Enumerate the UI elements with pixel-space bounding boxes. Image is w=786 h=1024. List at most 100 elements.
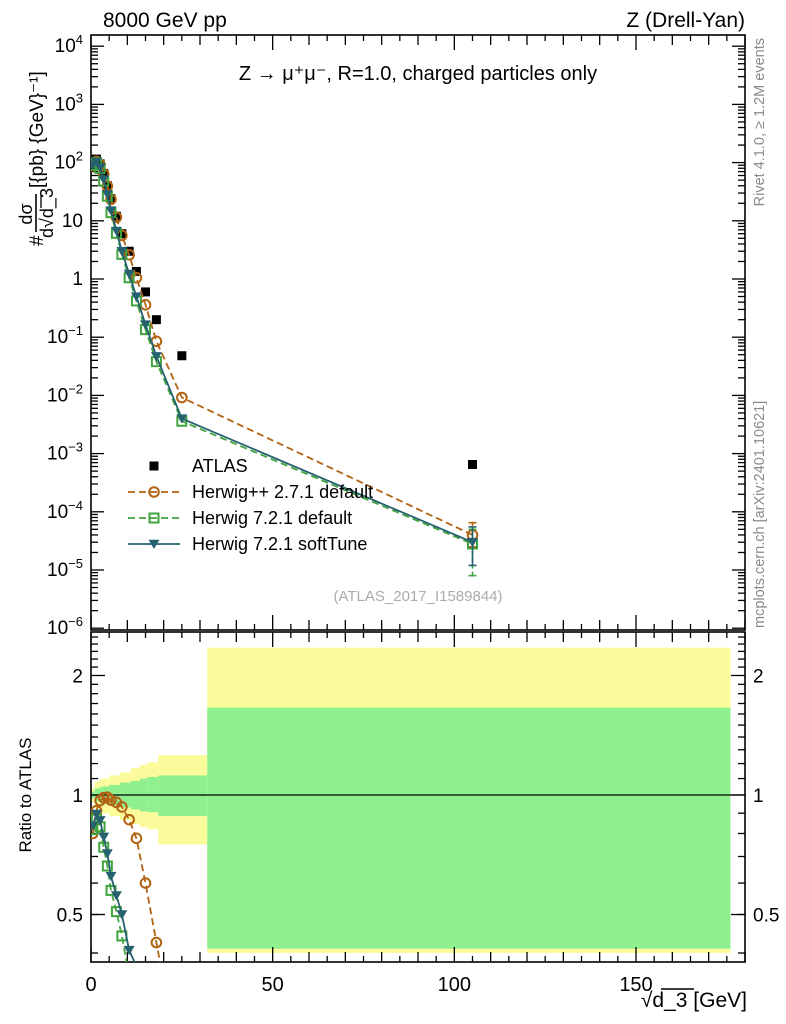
marker-herwig-7-2-1-softtune [150, 352, 162, 362]
watermark-label: (ATLAS_2017_I1589844) [333, 588, 502, 605]
marker-herwig-7-2-1-softtune [110, 226, 122, 236]
ratio-tick-label-left: 0.5 [57, 906, 83, 927]
series-herwig-7-2-1-softtune [91, 157, 478, 567]
y-axis-tick-label: 104 [55, 32, 83, 57]
ratio-marker-herwig-2-7-1-default [130, 832, 143, 845]
ratio-marker-herwig-7-2-1-softtune [101, 849, 113, 859]
marker-atlas [141, 287, 150, 297]
legend: ATLAS Herwig++ 2.7.1 default Herwig 7.2.1 … [128, 456, 373, 554]
x-tick-label: 50 [262, 974, 284, 996]
marker-atlas [468, 459, 477, 469]
generated-plot-layers: 0 50 100 15010410310210110−110−210−310−410−… [47, 32, 779, 1022]
series-atlas [91, 154, 477, 469]
main-panel-frame [90, 34, 746, 631]
ratio-tick-label-left: 2 [72, 666, 83, 687]
y-axis-tick-label: 103 [55, 90, 83, 115]
main-series-layer [91, 154, 479, 577]
plot-title: Z → μ⁺μ⁻, R=1.0, charged particles only [239, 63, 597, 85]
ratio-tick-label-right: 1 [753, 786, 764, 807]
mcplots-note: mcplots.cern.ch [arXiv:2401.10621] [752, 401, 768, 628]
marker-herwig-7-2-1-softtune [91, 157, 102, 167]
legend-marker [149, 461, 159, 471]
x-tick-label: 100 [438, 974, 471, 996]
band-inner [207, 707, 731, 949]
marker-herwig-7-2-1-softtune [123, 269, 135, 279]
band-inner [158, 775, 208, 817]
marker-herwig-7-2-1-softtune [467, 538, 478, 548]
ratio-marker-herwig-7-2-1-softtune [140, 1013, 151, 1022]
y-title-denominator: d√d_3 [37, 188, 58, 238]
y-axis-tick-label: 10−3 [47, 440, 83, 465]
marker-atlas [151, 315, 161, 325]
ratio-marker-herwig-7-2-1-default [125, 972, 134, 981]
y-title-numerator: dσ [16, 203, 36, 224]
ratio-tick-label-right: 2 [753, 666, 764, 687]
legend-marker [148, 512, 160, 524]
ratio-y-axis-title: Ratio to ATLAS [16, 738, 35, 853]
y-axis-tick-label: 10−1 [47, 323, 83, 348]
legend-item-herwig-7-2-1-default: Herwig 7.2.1 default [128, 508, 352, 528]
marker-herwig-7-2-1-softtune [94, 163, 106, 173]
ratio-marker-herwig-7-2-1-softtune [116, 910, 128, 920]
marker-herwig-7-2-1-softtune [105, 206, 117, 216]
x-tick-label: 150 [619, 974, 652, 996]
ratio-marker-herwig-7-2-1-softtune [98, 832, 110, 842]
legend-label-herwig-7-2-1-default: Herwig 7.2.1 default [192, 508, 352, 528]
rivet-version-note: Rivet 4.1.0, ≥ 1.2M events [752, 38, 768, 206]
legend-label-herwig-7-2-1-softtune: Herwig 7.2.1 softTune [192, 534, 367, 554]
y-axis-tick-label: 102 [55, 149, 83, 174]
ratio-marker-herwig-7-2-1-default [101, 860, 113, 872]
y-axis-tick-label: 10−6 [47, 614, 83, 639]
ratio-marker-herwig-2-7-1-default [105, 794, 117, 806]
ratio-marker-herwig-2-7-1-default [139, 877, 152, 889]
ratio-series-layer [91, 791, 163, 1022]
ratio-marker-herwig-7-2-1-default [132, 992, 141, 1001]
ratio-marker-herwig-7-2-1-softtune [94, 816, 106, 826]
ratio-marker-herwig-2-7-1-default [150, 936, 163, 949]
ratio-marker-herwig-7-2-1-softtune [131, 962, 142, 971]
legend-item-herwig-7-2-1-softtune: Herwig 7.2.1 softTune [128, 534, 367, 554]
marker-herwig-2-7-1-default [130, 271, 143, 284]
ratio-marker-herwig-2-7-1-default [116, 801, 128, 813]
marker-atlas [177, 351, 187, 361]
legend-marker [148, 486, 160, 498]
ratio-line-herwig-7-2-1-default [91, 816, 128, 962]
y-axis-tick-label: 10−2 [47, 381, 83, 406]
marker-herwig-7-2-1-softtune [116, 247, 128, 257]
legend-label-herwig-2-7-1-default: Herwig++ 2.7.1 default [192, 482, 373, 502]
y-axis-tick-label: 1 [72, 269, 83, 290]
ratio-tick-label-right: 0.5 [753, 906, 779, 927]
marker-herwig-7-2-1-softtune [130, 292, 142, 302]
y-axis-tick-label: 10−5 [47, 556, 83, 581]
legend-item-herwig-2-7-1-default: Herwig++ 2.7.1 default [128, 482, 373, 502]
ratio-marker-herwig-7-2-1-softtune [91, 809, 102, 820]
ratio-marker-herwig-7-2-1-softtune [105, 871, 117, 882]
series-line-herwig-2-7-1-default [92, 160, 473, 536]
marker-atlas [131, 266, 141, 276]
y-title-units: [{pb} {GeV}⁻¹] [27, 71, 48, 188]
ratio-uncertainty-bands [91, 647, 731, 953]
legend-marker [148, 539, 160, 549]
ratio-tick-label-left: 1 [72, 786, 83, 807]
ratio-marker-herwig-7-2-1-softtune [91, 821, 99, 831]
y-ticks-main [91, 45, 745, 629]
y-axis-title: # dσ d√d_3 [{pb} {GeV}⁻¹] [16, 71, 58, 246]
marker-herwig-7-2-1-softtune [176, 414, 188, 424]
ratio-marker-herwig-7-2-1-softtune [123, 945, 135, 956]
legend-label-atlas: ATLAS [192, 456, 248, 476]
legend-item-atlas: ATLAS [149, 456, 248, 476]
y-title-prefix: # [27, 235, 48, 246]
x-ticks [90, 35, 746, 962]
ratio-series-herwig-7-2-1-softtune [91, 809, 151, 1022]
marker-herwig-7-2-1-softtune [101, 190, 113, 200]
marker-atlas [124, 246, 134, 256]
ratio-marker-herwig-2-7-1-default [123, 813, 135, 826]
y-axis-tick-label: 10 [62, 211, 83, 232]
marker-herwig-7-2-1-softtune [140, 320, 151, 330]
marker-herwig-7-2-1-softtune [98, 175, 110, 185]
y-ticks-ratio [91, 636, 745, 954]
x-title-label: √d_3 [GeV] [641, 989, 747, 1012]
header-right-label: Z (Drell-Yan) [626, 9, 745, 32]
